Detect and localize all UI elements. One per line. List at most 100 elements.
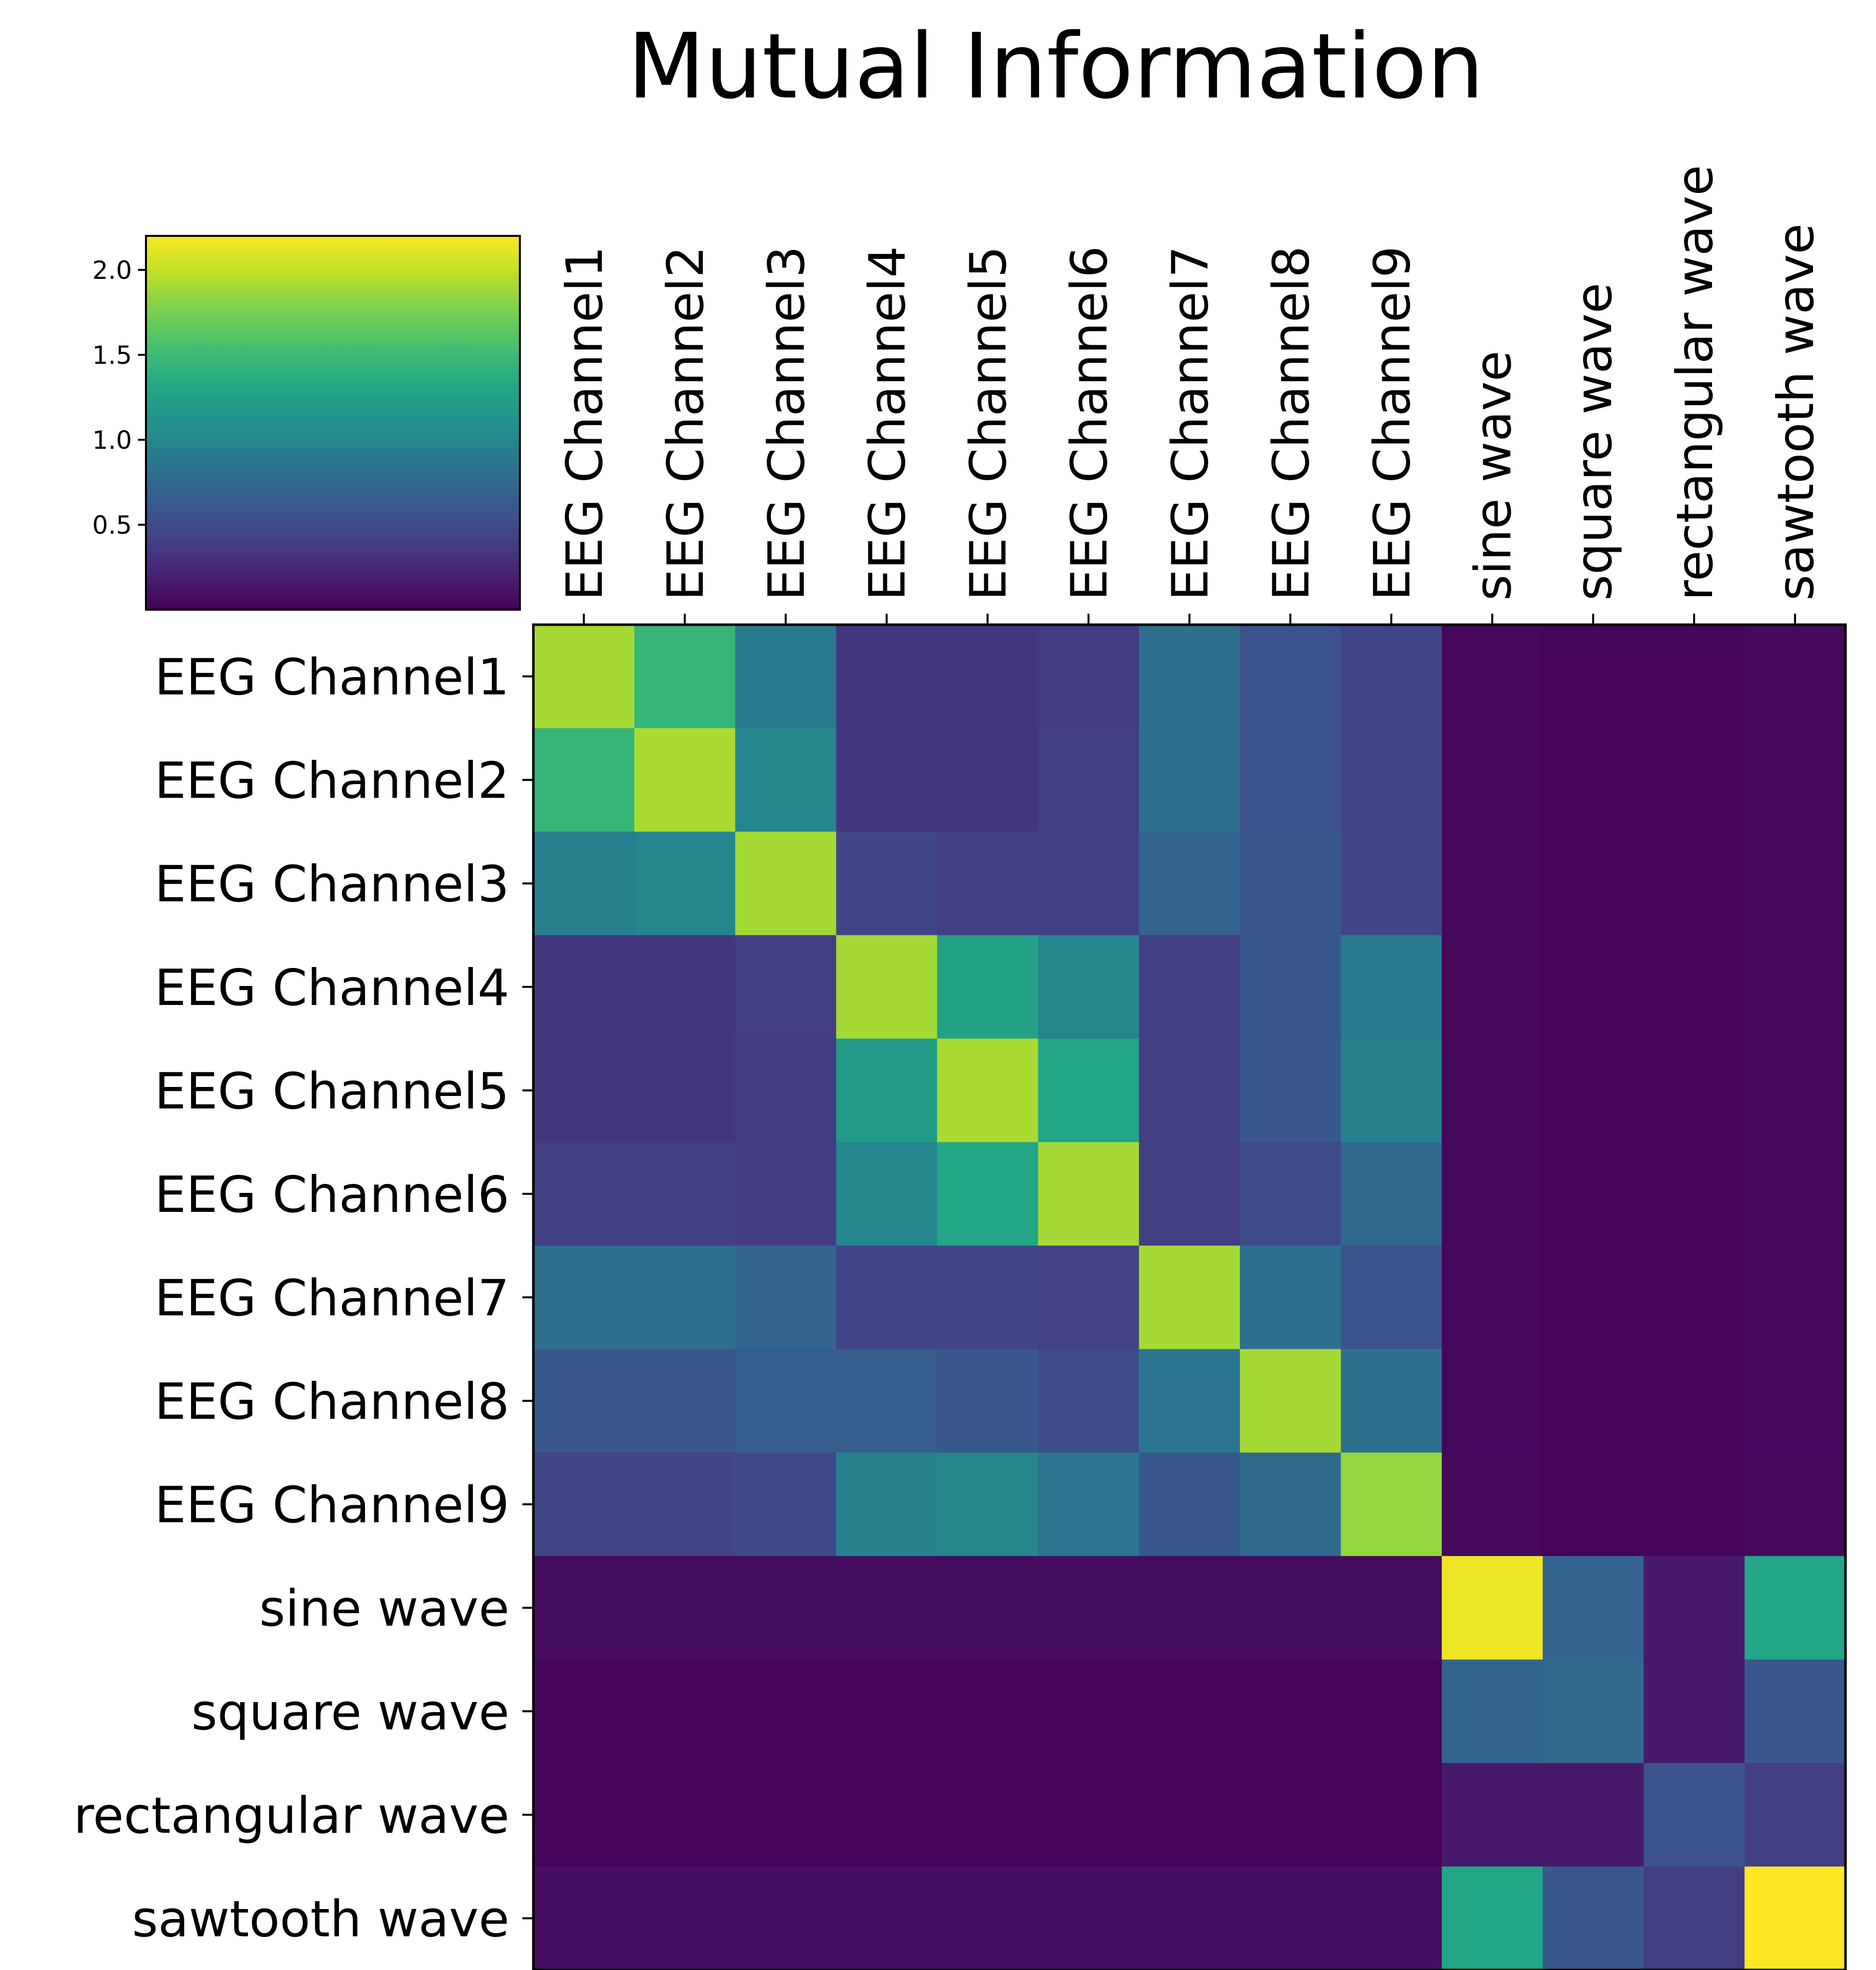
heatmap-cell bbox=[533, 832, 635, 936]
heatmap-cell bbox=[634, 625, 736, 729]
heatmap-cell bbox=[1745, 728, 1846, 832]
heatmap-cell bbox=[1341, 1349, 1442, 1453]
heatmap-cell bbox=[1442, 935, 1543, 1039]
heatmap-cell bbox=[1139, 728, 1241, 832]
heatmap-cell bbox=[533, 625, 635, 729]
heatmap-cell bbox=[1240, 1866, 1341, 1970]
heatmap-cell bbox=[1240, 1349, 1341, 1453]
x-tick-label: EEG Channel8 bbox=[1262, 246, 1320, 601]
heatmap-cell bbox=[1543, 832, 1644, 936]
heatmap-cell bbox=[634, 935, 736, 1039]
heatmap-cell bbox=[1543, 1659, 1644, 1764]
heatmap-cell bbox=[937, 625, 1039, 729]
heatmap-cell bbox=[1644, 1038, 1745, 1142]
heatmap-cell bbox=[1543, 1142, 1644, 1246]
heatmap-cell bbox=[735, 832, 837, 936]
heatmap-cell bbox=[1442, 1142, 1543, 1246]
x-tick-label: sawtooth wave bbox=[1767, 223, 1825, 601]
heatmap-cell bbox=[1644, 935, 1745, 1039]
y-tick-label: EEG Channel8 bbox=[154, 1372, 509, 1431]
heatmap-cell bbox=[1038, 1038, 1140, 1142]
heatmap-cell bbox=[1442, 1659, 1543, 1764]
heatmap-cell bbox=[1038, 1556, 1140, 1660]
heatmap-cell bbox=[735, 625, 837, 729]
heatmap-cell bbox=[836, 1142, 938, 1246]
heatmap-cell bbox=[1745, 832, 1846, 936]
heatmap-cell bbox=[1341, 1556, 1442, 1660]
heatmap-cell bbox=[1139, 1866, 1241, 1970]
heatmap-cell bbox=[1644, 1556, 1745, 1660]
heatmap-cell bbox=[533, 1763, 635, 1867]
heatmap-cell bbox=[937, 1556, 1039, 1660]
heatmap-cell bbox=[1341, 1866, 1442, 1970]
heatmap-cell bbox=[836, 1452, 938, 1557]
heatmap-cell bbox=[1442, 832, 1543, 936]
heatmap-cell bbox=[634, 1452, 736, 1557]
y-tick-label: EEG Channel1 bbox=[154, 648, 509, 707]
heatmap-cell bbox=[1543, 1763, 1644, 1867]
colorbar-tick-label: 1.0 bbox=[92, 426, 132, 455]
heatmap-cell bbox=[1644, 1452, 1745, 1557]
heatmap-cell bbox=[1038, 1349, 1140, 1453]
heatmap-cell bbox=[937, 935, 1039, 1039]
heatmap-cell bbox=[1038, 1245, 1140, 1350]
heatmap-cell bbox=[1139, 935, 1241, 1039]
heatmap-cell bbox=[1442, 625, 1543, 729]
heatmap-cell bbox=[836, 1866, 938, 1970]
y-axis-ticks: EEG Channel1 EEG Channel2 EEG Channel3 EEG … bbox=[73, 648, 533, 1948]
heatmap-cell bbox=[1442, 1452, 1543, 1557]
heatmap-cell bbox=[735, 935, 837, 1039]
y-tick-label: EEG Channel3 bbox=[154, 855, 509, 914]
heatmap-cell bbox=[1745, 1659, 1846, 1764]
heatmap-cell bbox=[533, 1349, 635, 1453]
colorbar-tick-label: 2.0 bbox=[92, 256, 132, 285]
heatmap-cell bbox=[634, 1142, 736, 1246]
heatmap-cell bbox=[533, 1452, 635, 1557]
colorbar: 0.5 1.0 1.5 2.0 bbox=[92, 235, 521, 611]
y-tick-label: rectangular wave bbox=[73, 1786, 509, 1845]
heatmap-cell bbox=[836, 625, 938, 729]
heatmap-cell bbox=[1644, 1349, 1745, 1453]
heatmap-cell bbox=[1745, 1452, 1846, 1557]
x-tick-label: sine wave bbox=[1464, 351, 1522, 601]
heatmap-cell bbox=[1442, 1245, 1543, 1350]
heatmap-cell bbox=[1038, 1866, 1140, 1970]
heatmap-cell bbox=[937, 1763, 1039, 1867]
heatmap-cell bbox=[1240, 1142, 1341, 1246]
heatmap-cell bbox=[1240, 1038, 1341, 1142]
heatmap-cell bbox=[1745, 1866, 1846, 1970]
heatmap-cell bbox=[1543, 935, 1644, 1039]
heatmap-cell bbox=[937, 1866, 1039, 1970]
heatmap-cell bbox=[1543, 625, 1644, 729]
heatmap-cell bbox=[1341, 1142, 1442, 1246]
x-tick-label: EEG Channel6 bbox=[1060, 246, 1119, 601]
heatmap-cell bbox=[1745, 1038, 1846, 1142]
heatmap-cell bbox=[735, 1659, 837, 1764]
heatmap-cell bbox=[1139, 1452, 1241, 1557]
heatmap-cell bbox=[1644, 1245, 1745, 1350]
heatmap-cell bbox=[735, 1142, 837, 1246]
heatmap-cell bbox=[735, 1556, 837, 1660]
heatmap-cell bbox=[735, 1866, 837, 1970]
heatmap-cell bbox=[1341, 832, 1442, 936]
x-axis-ticks: EEG Channel1 EEG Channel2 EEG Channel3 EEG … bbox=[555, 165, 1825, 625]
heatmap-cell bbox=[937, 832, 1039, 936]
y-tick-label: sawtooth wave bbox=[132, 1890, 509, 1948]
heatmap-cell bbox=[1341, 1452, 1442, 1557]
heatmap-cell bbox=[1038, 625, 1140, 729]
heatmap-cell bbox=[1038, 1452, 1140, 1557]
heatmap-cell bbox=[634, 1245, 736, 1350]
heatmap-cell bbox=[1644, 832, 1745, 936]
plot-frame bbox=[532, 623, 1847, 1970]
heatmap-cell bbox=[1139, 1763, 1241, 1867]
heatmap-cell bbox=[1139, 1142, 1241, 1246]
heatmap-cell bbox=[1038, 935, 1140, 1039]
heatmap-cell bbox=[735, 1245, 837, 1350]
heatmap-cell bbox=[1442, 1556, 1543, 1660]
heatmap-cell bbox=[937, 1245, 1039, 1350]
heatmap-cell bbox=[1543, 1556, 1644, 1660]
heatmap-cell bbox=[1038, 728, 1140, 832]
heatmap-cell bbox=[735, 1038, 837, 1142]
heatmap-cell bbox=[1139, 1349, 1241, 1453]
heatmap-cell bbox=[1240, 1763, 1341, 1867]
